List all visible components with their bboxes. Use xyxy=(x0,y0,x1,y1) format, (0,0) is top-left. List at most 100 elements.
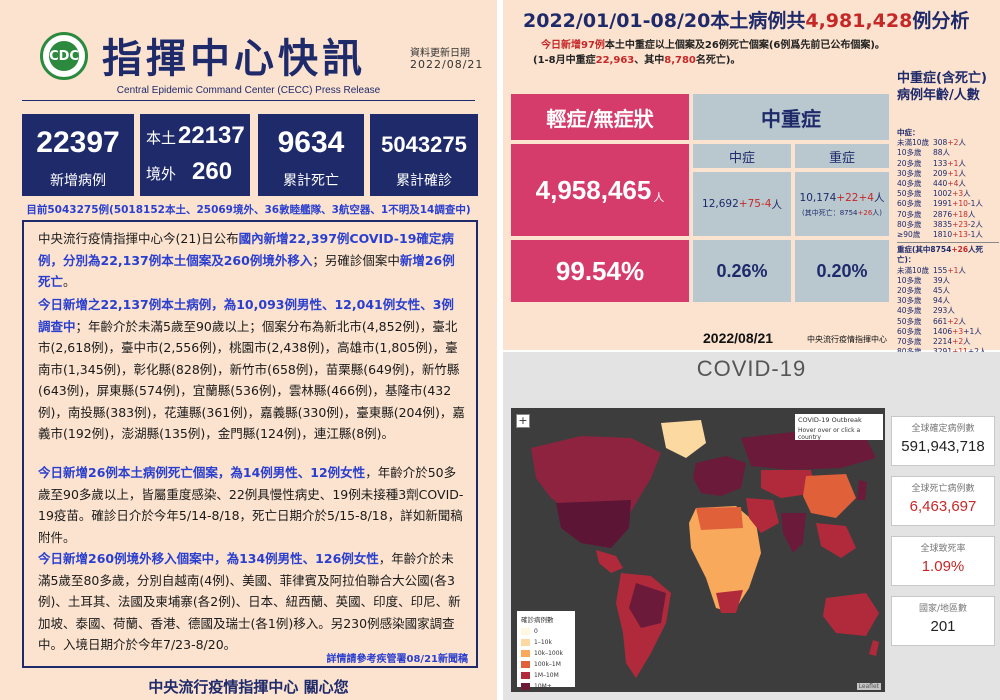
mild-header: 輕症/無症狀 xyxy=(511,94,689,140)
age-row: 10多歲 88人 xyxy=(897,148,951,158)
age-critical-label: 重症(其中8754+26人死亡)： xyxy=(897,245,984,265)
map-attribution[interactable]: Leaflet xyxy=(856,683,881,690)
critical-count: 10,174+22+4人 (其中死亡：8754+26人) xyxy=(795,172,889,236)
deaths-value: 9634 xyxy=(277,126,345,159)
legend-swatch xyxy=(521,639,530,646)
dashboard-title: COVID-19 xyxy=(696,356,807,381)
imported-value: 260 xyxy=(192,158,233,185)
age-table: 中症： 未滿10歲 308+2人 10多歲 88人 20多歲 133+1人 30多歲 209+… xyxy=(897,128,999,368)
map-japan xyxy=(857,480,867,500)
footer-text: 中央流行疫情指揮中心 關心您 xyxy=(148,678,349,696)
case-breakdown-note: 目前5043275例(5018152本土、25069境外、36敦睦艦隊、3航空器… xyxy=(26,204,471,216)
country-count-value: 201 xyxy=(930,618,956,635)
age-row: 80多歲3291+11+2人 xyxy=(897,347,999,357)
local-label: 本土 xyxy=(146,129,177,147)
new-cases-value: 22397 xyxy=(36,126,120,159)
age-row: 未滿10歲 308+2人 xyxy=(897,138,966,148)
legend-swatch xyxy=(521,672,530,679)
country-count-label: 國家/地區數 xyxy=(918,604,968,614)
map-russia xyxy=(741,430,876,470)
map-china xyxy=(803,474,856,518)
legend-item: 10M+ xyxy=(521,681,571,692)
total-cases-value: 5043275 xyxy=(381,132,467,157)
map-southeast-asia xyxy=(816,523,856,558)
fatality-rate-label: 全球致死率 xyxy=(920,544,966,554)
press-release-link[interactable]: 詳情請參考疾管署08/21新聞稿 xyxy=(326,654,468,665)
paragraph-summary: 中央流行疫情指揮中心今(21)日公布國內新增22,397例COVID-19確定病… xyxy=(38,231,455,289)
analysis-subtitle-2: (1-8月中重症22,963、其中8,780名死亡)。 xyxy=(533,55,741,66)
deaths-box: 9634 累計死亡 xyxy=(258,114,364,196)
age-row: 30多歲 94人 xyxy=(897,296,951,306)
age-row: 20多歲 133+1人 xyxy=(897,158,966,168)
local-value: 22137 xyxy=(178,122,245,149)
cdc-logo: CDC xyxy=(40,32,88,80)
age-row: 20多歲 45人 xyxy=(897,286,951,296)
legend-swatch xyxy=(521,628,530,635)
legend-item: 10k–100k xyxy=(521,648,571,659)
map-info-title: COVID-19 Outbreak xyxy=(798,416,862,424)
legend-swatch xyxy=(521,661,530,668)
severity-analysis-panel: 2022/01/01-08/20本土病例共4,981,428例分析 今日新增97… xyxy=(503,0,1000,366)
age-row: 40多歲 440+4人 xyxy=(897,179,966,189)
map-north-africa xyxy=(696,507,743,530)
update-date: 2022/08/21 xyxy=(410,58,484,71)
legend-item: 1M–10M xyxy=(521,670,571,681)
age-row: 80多歲 3835+23-2人 xyxy=(897,219,983,229)
age-row: 60多歲 1406+3+1人 xyxy=(897,326,982,336)
paragraph-deaths: 今日新增26例本土病例死亡個案，為14例男性、12例女性，年齡介於50多歲至90… xyxy=(38,465,464,545)
map-info-hint: Hover over or click a country xyxy=(798,427,861,441)
map-info-box: COVID-19 Outbreak Hover over or click a … xyxy=(795,414,883,441)
zoom-in-button[interactable]: + xyxy=(516,414,530,428)
map-central-asia xyxy=(761,470,816,498)
total-cases-box: 5043275 累計確診 xyxy=(370,114,478,196)
map-india xyxy=(781,513,806,553)
cdc-logo-mark: CDC xyxy=(49,41,79,71)
map-europe xyxy=(693,456,746,496)
age-table-divider xyxy=(897,242,999,244)
age-row: 10多歲 39人 xyxy=(897,275,951,285)
legend-swatch xyxy=(521,683,530,690)
analysis-date: 2022/08/21 xyxy=(703,330,774,346)
age-row: 50多歲 661+2人 xyxy=(897,316,966,326)
map-greenland xyxy=(661,420,706,458)
country-count-card: 國家/地區數 201 xyxy=(891,596,995,646)
press-subtitle: Central Epidemic Command Center (CECC) P… xyxy=(116,85,381,96)
analysis-title: 2022/01/01-08/20本土病例共4,981,428例分析 xyxy=(523,10,970,32)
world-map[interactable]: + COVID-19 Outbreak Hover over or click … xyxy=(511,408,885,692)
global-deaths-value: 6,463,697 xyxy=(909,498,977,515)
title-divider xyxy=(22,100,475,101)
legend-swatch xyxy=(521,650,530,657)
moderate-count: 12,692 +75 -4 人 xyxy=(693,172,791,236)
legend-item: 0 xyxy=(521,626,571,637)
legend-item: 100k–1M xyxy=(521,659,571,670)
map-north-america xyxy=(531,436,661,548)
age-row: 未滿10歲 155+1人 xyxy=(897,265,966,275)
paragraph-local-cases: 今日新增之22,137例本土病例，為10,093例男性、12,041例女性、3例… xyxy=(38,297,465,441)
severe-header: 中重症 xyxy=(693,94,889,140)
map-brazil xyxy=(629,583,666,628)
moderate-percentage: 0.26% xyxy=(693,240,791,302)
global-cases-value: 591,943,718 xyxy=(901,438,985,455)
update-date-label: 資料更新日期 xyxy=(410,48,470,59)
global-deaths-card: 全球死亡病例數 6,463,697 xyxy=(891,476,995,526)
analysis-subtitle: 今日新增97例本土中重症以上個案及26例死亡個案(6例爲先前已公布個案)。 xyxy=(541,40,885,51)
fatality-rate-card: 全球致死率 1.09% xyxy=(891,536,995,586)
map-usa xyxy=(556,500,631,548)
age-row: 50多歲 1002+3人 xyxy=(897,189,971,199)
mild-count: 4,958,465 人 xyxy=(511,144,689,236)
new-cases-box: 22397 新增病例 xyxy=(22,114,134,196)
map-south-africa xyxy=(716,590,743,613)
press-body: 中央流行疫情指揮中心今(21)日公布國內新增22,397例COVID-19確定病… xyxy=(22,220,478,668)
age-moderate-label: 中症： xyxy=(897,128,920,137)
critical-percentage: 0.20% xyxy=(795,240,889,302)
map-central-america xyxy=(596,550,623,573)
moderate-header: 中症 xyxy=(693,144,791,168)
map-australia xyxy=(823,593,879,636)
map-legend: 確診病例數 0 1–10k 10k–100k 100k–1M 1M–10M 10M+ xyxy=(517,611,575,690)
world-map-shapes xyxy=(531,420,879,678)
page-title: 指揮中心快訊 xyxy=(102,36,366,82)
global-cases-label: 全球確定病例數 xyxy=(911,424,975,434)
global-deaths-label: 全球死亡病例數 xyxy=(911,484,975,494)
imported-label: 境外 xyxy=(146,165,177,183)
age-row: 40多歲 293人 xyxy=(897,306,955,316)
